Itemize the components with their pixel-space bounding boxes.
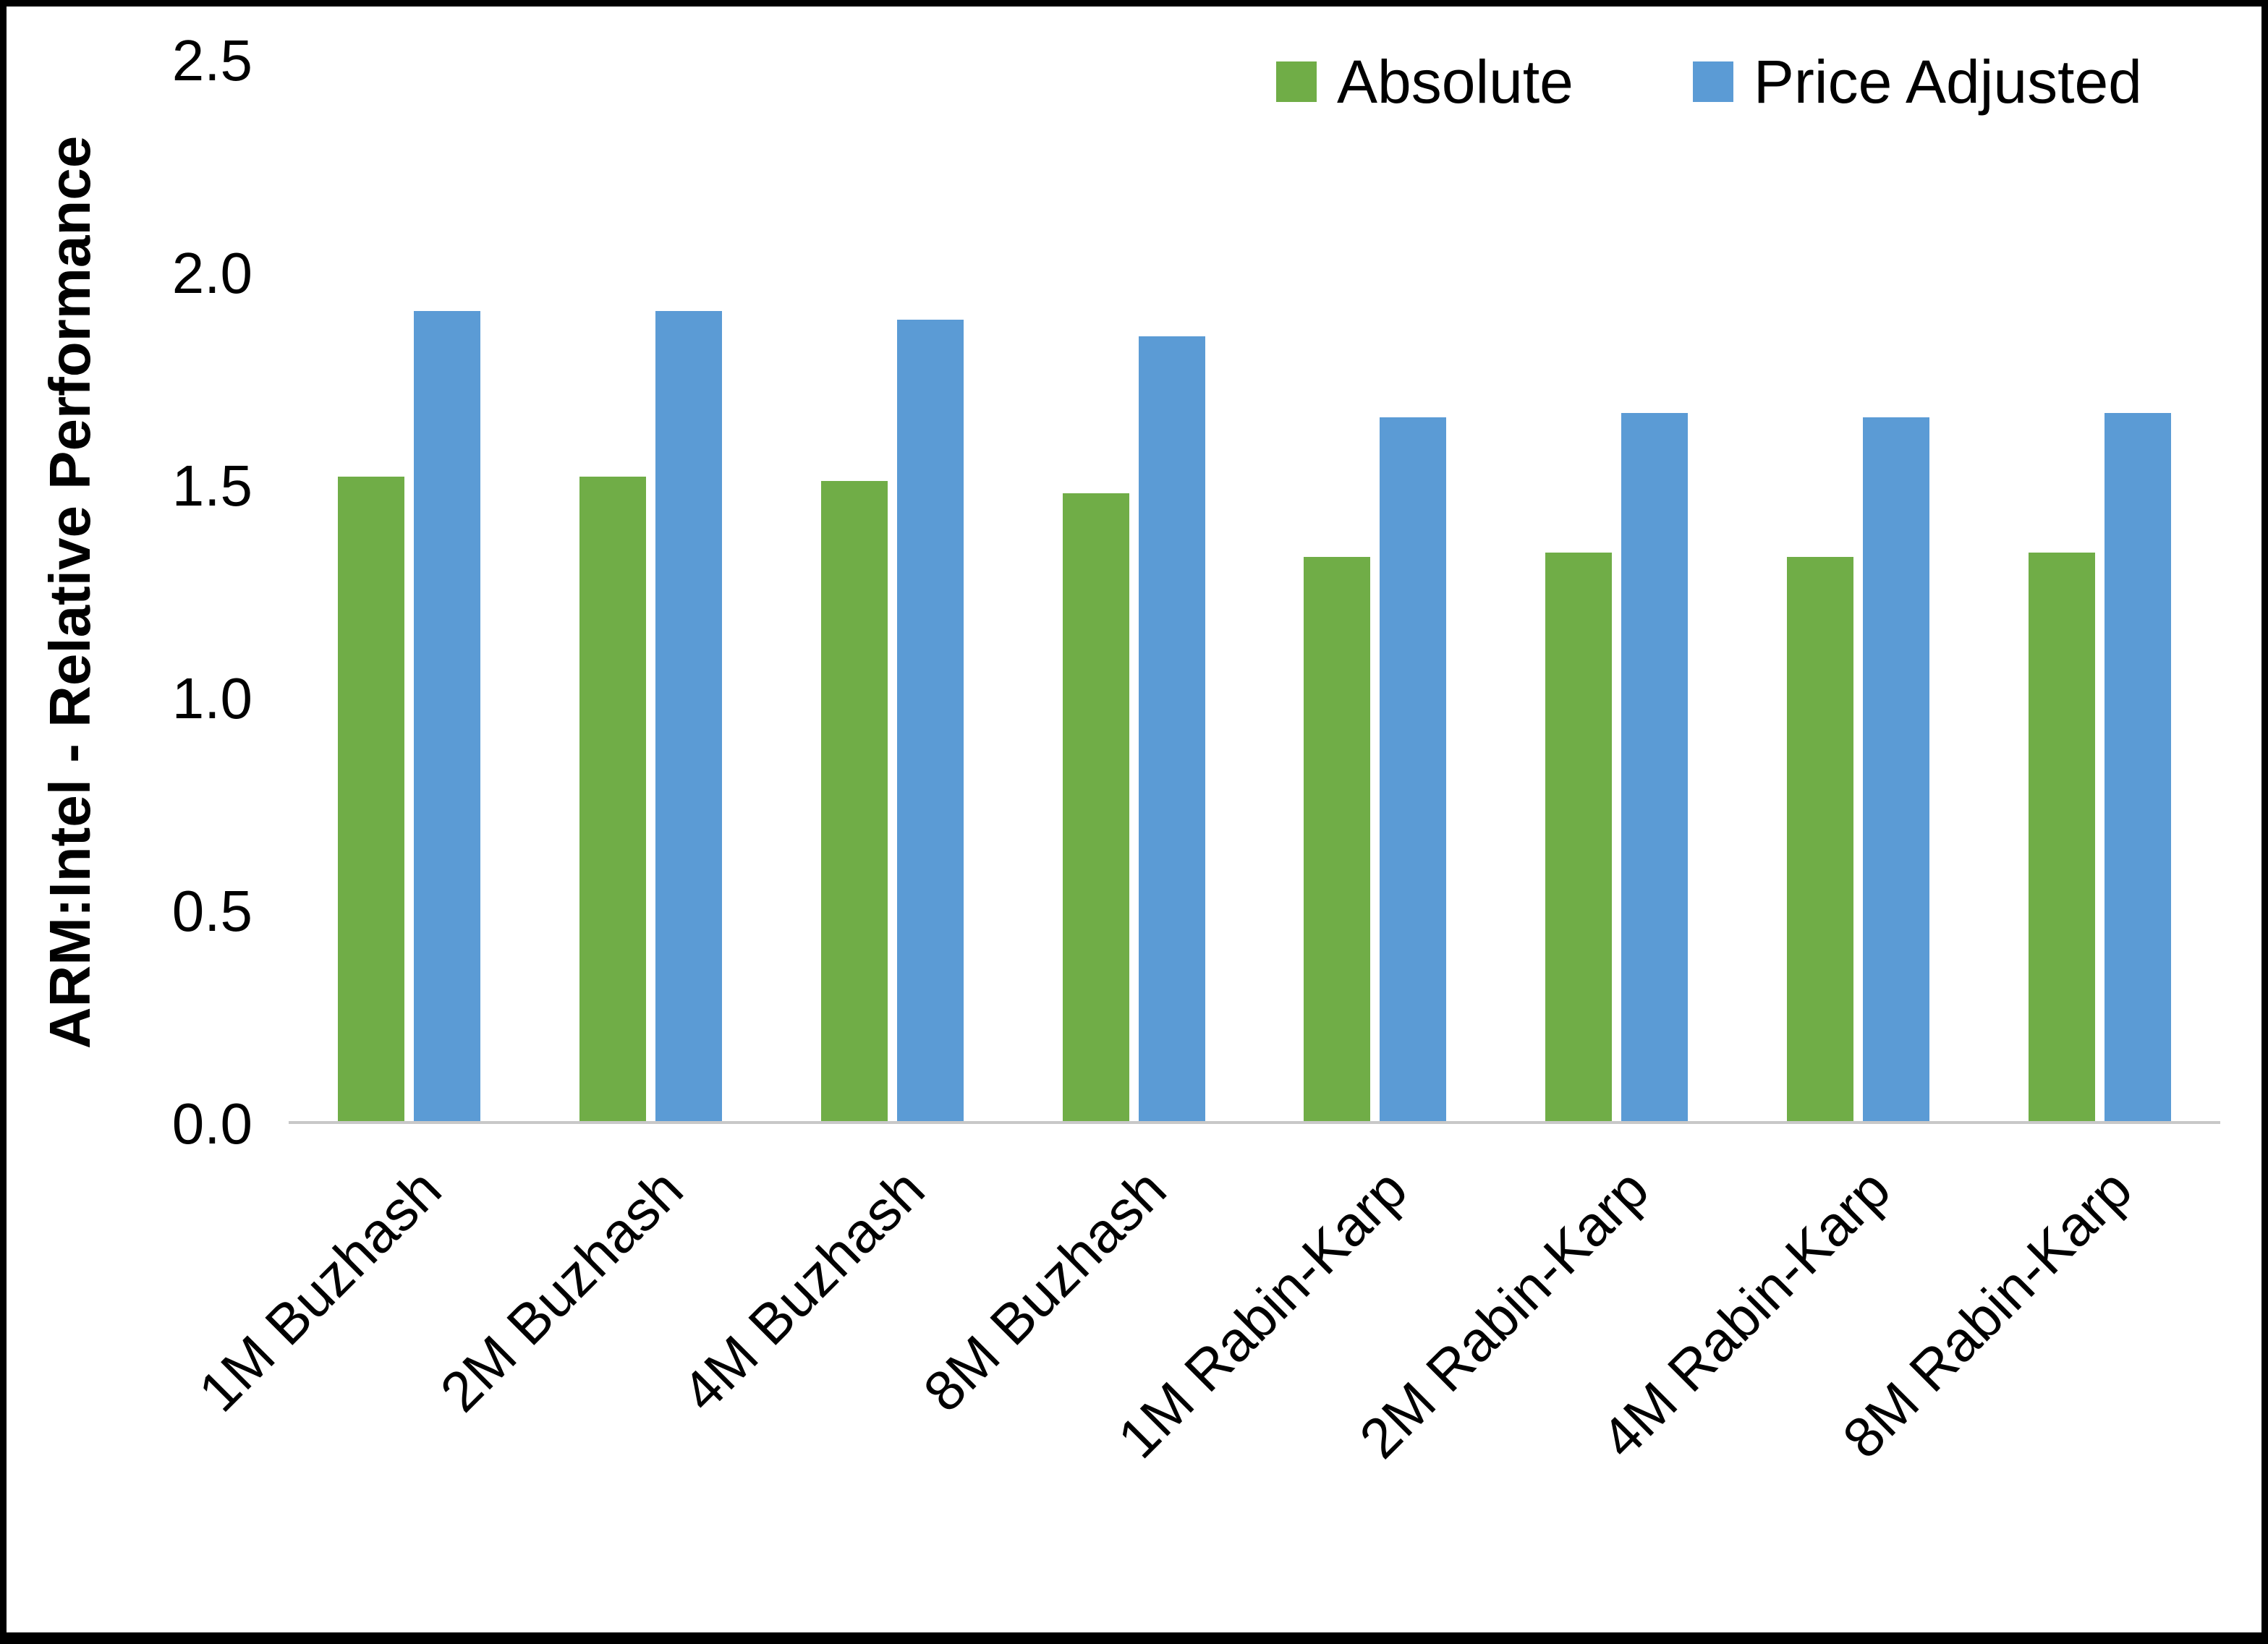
bar-group-8m-rabin-karp — [1979, 61, 2220, 1121]
y-axis-tick-label: 0.0 — [171, 1091, 252, 1156]
x-axis-category-label: 2M Buzhash — [428, 1157, 695, 1424]
y-axis-tick-label: 0.5 — [171, 879, 252, 943]
bar-price-adjusted — [1621, 412, 1689, 1121]
y-axis-title: ARM:Intel - Relative Performance — [38, 135, 102, 1049]
bar-price-adjusted — [414, 310, 481, 1121]
bar-group-2m-buzhash — [530, 61, 772, 1121]
bar-groups — [289, 61, 2220, 1121]
x-axis-category-label: 8M Buzhash — [911, 1157, 1178, 1424]
bar-price-adjusted — [1138, 336, 1205, 1121]
bar-absolute — [2028, 553, 2095, 1121]
bar-absolute — [820, 480, 888, 1121]
legend-label: Price Adjusted — [1753, 48, 2142, 116]
x-axis-category-label: 4M Buzhash — [669, 1157, 937, 1424]
legend-item-absolute: Absolute — [1276, 51, 1573, 112]
bar-group-1m-rabin-karp — [1254, 61, 1496, 1121]
bar-group-2m-rabin-karp — [1496, 61, 1738, 1121]
y-axis-tick-label: 1.5 — [171, 453, 252, 518]
bar-absolute — [1786, 557, 1853, 1121]
y-axis-tick-label: 2.0 — [171, 241, 252, 305]
legend-label: Absolute — [1337, 48, 1573, 116]
bar-price-adjusted — [1862, 417, 1929, 1121]
bar-group-1m-buzhash — [289, 61, 530, 1121]
bar-absolute — [1545, 553, 1613, 1121]
y-axis-ticks: 0.0 0.5 1.0 1.5 2.0 2.5 — [108, 32, 252, 1153]
bar-group-8m-buzhash — [1013, 61, 1254, 1121]
bar-absolute — [1062, 493, 1129, 1121]
bar-price-adjusted — [896, 319, 964, 1121]
legend-item-price-adjusted: Price Adjusted — [1692, 48, 2142, 116]
legend-swatch-absolute — [1276, 61, 1317, 102]
legend: Absolute Price Adjusted — [1276, 51, 2142, 112]
bar-price-adjusted — [1380, 417, 1447, 1121]
y-axis-tick-label: 1.0 — [171, 666, 252, 731]
bar-absolute — [338, 476, 405, 1121]
plot-area — [289, 61, 2220, 1124]
x-axis-category-label: 1M Buzhash — [186, 1157, 454, 1424]
bar-absolute — [579, 476, 647, 1121]
bar-group-4m-buzhash — [772, 61, 1014, 1121]
bar-absolute — [1304, 557, 1371, 1121]
y-axis-tick-label: 2.5 — [171, 28, 252, 93]
bar-price-adjusted — [2104, 412, 2171, 1121]
bar-price-adjusted — [655, 310, 723, 1121]
bar-group-4m-rabin-karp — [1738, 61, 1979, 1121]
legend-swatch-price-adjusted — [1692, 61, 1733, 102]
